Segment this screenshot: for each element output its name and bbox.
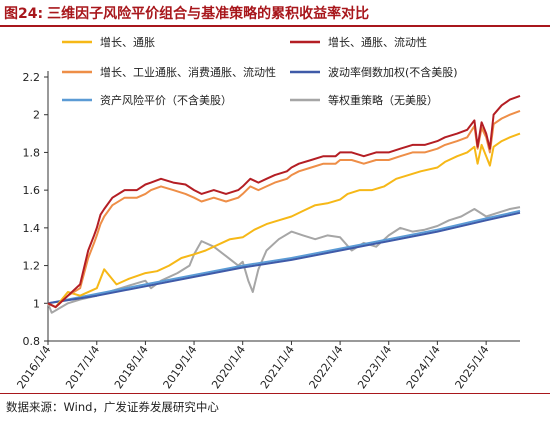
data-source-note: 数据来源：Wind，广发证券发展研究中心 <box>6 400 219 414</box>
x-tick-label: 2019/1/4 <box>161 343 200 391</box>
x-tick-label: 2017/1/4 <box>63 343 102 391</box>
x-tick-label: 2022/1/4 <box>307 343 346 391</box>
legend-label-1: 增长、通胀、流动性 <box>328 35 427 49</box>
x-tick-label: 2016/1/4 <box>14 343 53 391</box>
legend-label-0: 增长、通胀 <box>100 35 155 49</box>
figure-title-bar: 图24: 三维因子风险平价组合与基准策略的累积收益率对比 <box>0 0 550 27</box>
x-tick-label: 2024/1/4 <box>404 343 443 391</box>
series-line-3 <box>47 211 521 305</box>
y-tick-label: 2 <box>33 109 40 122</box>
series-line-5 <box>47 206 521 314</box>
legend-label-4: 资产风险平价（不含美股） <box>100 93 232 107</box>
legend-label-5: 等权重策略（无美股） <box>328 93 438 107</box>
x-tick-label: 2020/1/4 <box>209 343 248 391</box>
y-tick-label: 1 <box>33 297 40 310</box>
y-tick-label: 0.8 <box>23 335 41 348</box>
figure-title: 图24: 三维因子风险平价组合与基准策略的累积收益率对比 <box>4 3 369 23</box>
legend-label-3: 波动率倒数加权(不含美股) <box>328 65 458 79</box>
y-tick-label: 1.8 <box>23 146 41 159</box>
legend-label-2: 增长、工业通胀、消费通胀、流动性 <box>100 65 276 79</box>
series-line-4 <box>47 209 521 305</box>
chart-axes: 0.8 1 1.2 1.4 1.6 1.8 2 2.2 2016/1/4 2017/1/4 2018… <box>14 71 520 391</box>
y-tick-label: 1.4 <box>23 222 41 235</box>
x-tick-label: 2018/1/4 <box>112 343 151 391</box>
source-divider <box>0 393 550 394</box>
chart-series <box>47 94 521 314</box>
x-tick-label: 2025/1/4 <box>453 343 492 391</box>
series-line-0 <box>47 132 521 309</box>
series-line-2 <box>47 109 521 309</box>
series-line-1 <box>47 94 521 309</box>
x-tick-label: 2021/1/4 <box>258 343 297 391</box>
y-tick-label: 2.2 <box>23 71 41 84</box>
figure-number: 图24: <box>4 6 44 22</box>
y-tick-label: 1.6 <box>23 184 41 197</box>
y-tick-label: 1.2 <box>23 260 41 273</box>
x-tick-label: 2023/1/4 <box>355 343 394 391</box>
figure-title-text: 三维因子风险平价组合与基准策略的累积收益率对比 <box>47 6 370 22</box>
